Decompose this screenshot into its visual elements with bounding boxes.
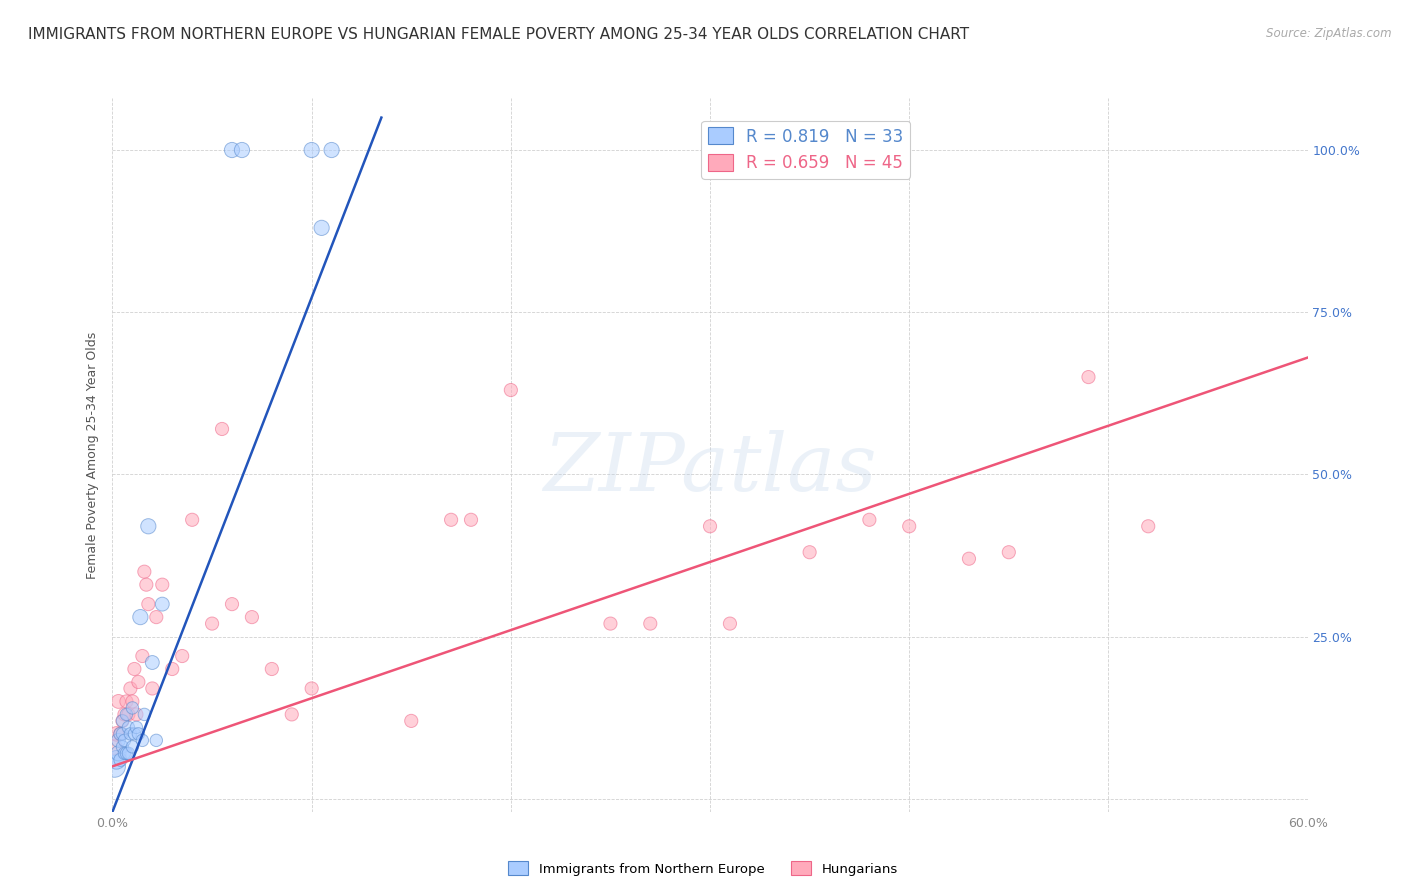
Point [115,694,138,708]
Point [150,577,173,591]
Legend: Immigrants from Northern Europe, Hungarians: Immigrants from Northern Europe, Hungari… [503,856,903,881]
Text: IMMIGRANTS FROM NORTHERN EUROPE VS HUNGARIAN FEMALE POVERTY AMONG 25-34 YEAR OLD: IMMIGRANTS FROM NORTHERN EUROPE VS HUNGA… [28,27,969,42]
Point [699,519,721,533]
Point [162,662,183,676]
Point [240,610,263,624]
Point [301,143,323,157]
Point [718,616,741,631]
Point [110,753,132,767]
Point [111,714,134,728]
Point [121,739,143,754]
Legend: R = 0.819   N = 33, R = 0.659   N = 45: R = 0.819 N = 33, R = 0.659 N = 45 [702,120,910,178]
Point [281,707,304,722]
Point [145,733,167,747]
Y-axis label: Female Poverty Among 25-34 Year Olds: Female Poverty Among 25-34 Year Olds [86,331,100,579]
Point [120,727,142,741]
Point [321,143,343,157]
Point [114,747,135,761]
Point [110,727,132,741]
Point [211,422,233,436]
Point [120,681,142,696]
Point [127,727,149,741]
Point [260,662,283,676]
Point [127,675,149,690]
Point [1077,370,1099,384]
Point [221,597,243,611]
Point [998,545,1021,559]
Point [111,727,134,741]
Point [638,616,662,631]
Point [957,551,980,566]
Point [124,727,146,741]
Point [124,662,146,676]
Point [111,739,134,754]
Point [131,648,153,663]
Point [125,707,148,722]
Point [141,656,163,670]
Point [150,597,173,611]
Point [111,714,134,728]
Point [121,694,143,708]
Point [311,220,333,235]
Point [135,577,157,591]
Point [131,733,153,747]
Point [221,143,243,157]
Point [858,513,880,527]
Point [401,714,423,728]
Point [499,383,522,397]
Point [301,681,323,696]
Point [141,681,163,696]
Point [117,747,139,761]
Point [114,733,135,747]
Point [107,733,129,747]
Point [129,610,152,624]
Text: ZIPatlas: ZIPatlas [543,431,877,508]
Point [103,759,125,773]
Point [898,519,921,533]
Point [121,701,143,715]
Point [117,707,139,722]
Point [145,610,167,624]
Point [440,513,463,527]
Point [172,648,194,663]
Text: Source: ZipAtlas.com: Source: ZipAtlas.com [1267,27,1392,40]
Point [799,545,821,559]
Point [1137,519,1160,533]
Point [115,707,138,722]
Point [231,143,253,157]
Point [117,720,139,734]
Point [599,616,621,631]
Point [460,513,482,527]
Point [110,727,132,741]
Point [125,720,148,734]
Point [138,519,160,533]
Point [181,513,204,527]
Point [115,747,138,761]
Point [107,694,129,708]
Point [114,707,135,722]
Point [134,707,156,722]
Point [103,739,125,754]
Point [134,565,156,579]
Point [107,747,129,761]
Point [201,616,224,631]
Point [138,597,160,611]
Point [105,727,128,741]
Point [105,753,128,767]
